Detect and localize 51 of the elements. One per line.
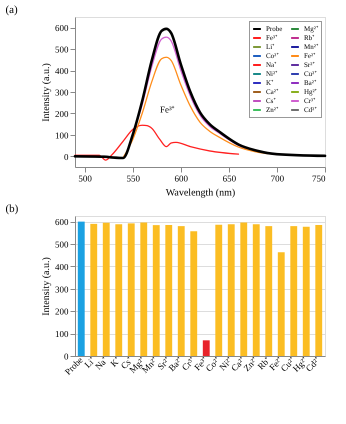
y-tick-label: 500 [55,44,69,55]
chart-title: (a) [6,4,18,16]
y-tick-label: 200 [55,306,69,317]
y-axis-title: Intensity (a.u.) [41,257,52,316]
x-tick-label: Cd²⁺ [304,354,322,374]
bar [78,222,85,356]
bar [102,222,110,356]
bar [265,226,272,356]
x-tick-label: 500 [78,174,92,184]
bar [90,224,98,356]
x-tick-label: Na⁺ [93,354,110,372]
bar [278,252,285,356]
bar [202,340,210,356]
y-tick-label: 400 [55,262,69,272]
x-tick-label: K⁺ [108,354,122,369]
bar [302,226,310,356]
bar [290,226,298,356]
y-tick-label: 0 [64,152,69,162]
bar [140,222,148,356]
bar [165,224,172,356]
bar [252,224,260,356]
x-tick-label: 550 [126,174,140,184]
bar [228,224,235,356]
line-series [74,124,240,161]
x-tick-label: 700 [270,174,285,184]
y-tick-label: 0 [64,352,69,362]
bar [178,226,185,356]
line-series [74,27,326,160]
y-tick-label: 100 [55,130,69,140]
bar [190,231,198,356]
bar [315,224,322,356]
bar [115,224,122,356]
bar [128,223,135,356]
y-tick-label: 600 [55,23,69,34]
x-tick-label: 750 [312,174,326,184]
y-tick-label: 200 [55,108,69,119]
y-tick-label: 100 [55,329,69,340]
annotation: Fe³⁺ [160,104,175,114]
chart-title: (b) [6,203,19,215]
y-tick-label: 600 [55,217,69,228]
y-tick-label: 300 [55,284,69,294]
x-tick-label: 600 [174,174,189,184]
bar [240,222,248,356]
y-tick-label: 400 [55,66,69,76]
bar [215,224,222,356]
y-tick-label: 500 [55,240,69,250]
y-tick-label: 300 [55,88,69,98]
x-axis-title: Wavelength (nm) [166,188,236,198]
y-axis-title: Intensity (a.u.) [41,63,52,122]
x-tick-label: 650 [222,174,237,184]
bar [152,225,160,356]
